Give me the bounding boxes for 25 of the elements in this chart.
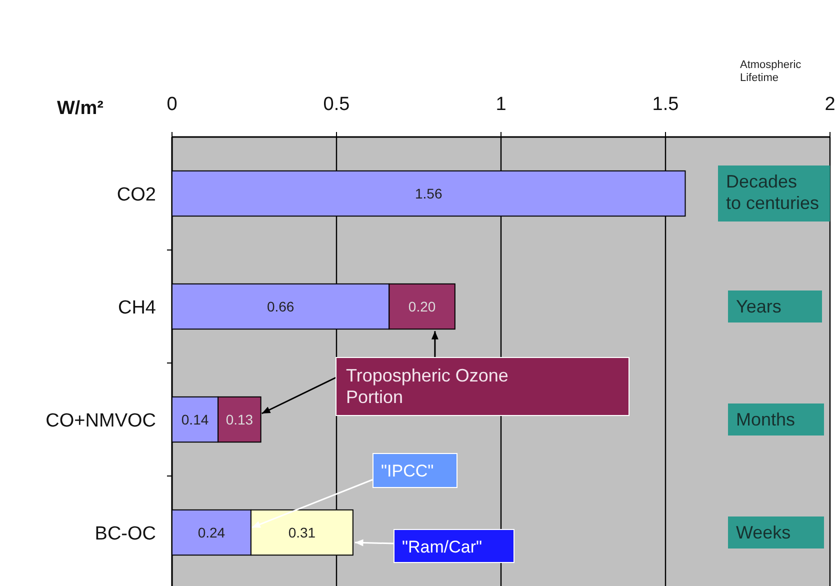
data-label: 0.14	[181, 412, 209, 428]
annotation: "IPCC"	[381, 462, 434, 480]
data-label: 0.66	[266, 298, 294, 314]
x-tick-label: 1.5	[652, 94, 679, 115]
data-label: 0.24	[198, 524, 226, 540]
data-label: 0.13	[226, 412, 254, 428]
x-axis-title: W/m²	[57, 98, 104, 119]
x-tick-label: 2	[824, 94, 836, 115]
annotation: Months	[736, 410, 796, 430]
y-tick-label: BC-OC	[94, 524, 156, 544]
annotation: "Ram/Car"	[402, 538, 482, 556]
annotation: Tropospheric Ozone Portion	[346, 366, 508, 408]
annotation: Years	[736, 296, 782, 316]
data-label: 0.20	[408, 298, 436, 314]
x-tick-label: 0	[166, 94, 178, 115]
x-tick-label: 0.5	[323, 94, 350, 115]
data-label: 0.31	[288, 524, 316, 540]
x-tick-label: 1	[496, 94, 506, 115]
annotation: Weeks	[736, 522, 791, 542]
text: Atmospheric Lifetime	[740, 59, 802, 84]
y-tick-label: CO+NMVOC	[46, 410, 156, 432]
y-tick-label: CH4	[118, 298, 156, 318]
data-label: 1.56	[414, 186, 442, 202]
y-tick-label: CO2	[116, 184, 156, 206]
annotation: Decades to centuries	[726, 172, 820, 214]
